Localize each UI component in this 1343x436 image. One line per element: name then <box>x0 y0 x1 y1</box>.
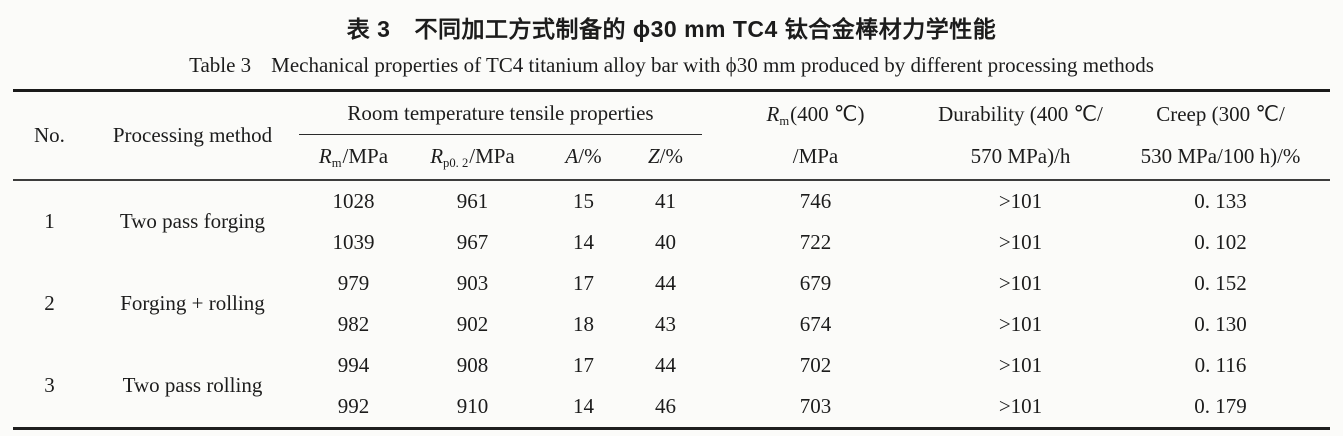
cell-rp02: 903 <box>456 270 489 295</box>
cell-rm: 979 <box>337 270 370 295</box>
col-header-reduction: Z/% <box>647 144 683 169</box>
col-header-rm: Rm/MPa <box>318 144 389 171</box>
table-body: 1 Two pass forging 1028 961 15 41 746 >1… <box>13 180 1329 429</box>
cell-a: 15 <box>572 188 594 213</box>
col-header-processing-method: Processing method <box>112 122 273 147</box>
cell-rm400: 702 <box>799 352 832 377</box>
table-header: No. Processing method Room temperature t… <box>13 90 1330 180</box>
cell-durability: >101 <box>998 270 1043 295</box>
table-caption-chinese-text: 不同加工方式制备的 ϕ30 mm TC4 钛合金棒材力学性能 <box>414 16 997 42</box>
cell-creep: 0. 152 <box>1194 270 1247 295</box>
cell-rm400: 679 <box>799 270 832 295</box>
cell-rm: 992 <box>337 393 370 418</box>
col-header-creep-line2: 530 MPa/100 h)/% <box>1140 144 1301 169</box>
col-group-header-room-temp: Room temperature tensile properties <box>299 90 702 135</box>
cell-durability: >101 <box>998 393 1043 418</box>
cell-a: 17 <box>572 352 594 377</box>
cell-processing-method: Two pass rolling <box>122 373 263 397</box>
cell-z: 44 <box>655 352 676 377</box>
table-caption-chinese: 表 3 不同加工方式制备的 ϕ30 mm TC4 钛合金棒材力学性能 <box>0 10 1343 44</box>
cell-creep: 0. 116 <box>1194 352 1247 377</box>
cell-a: 18 <box>572 311 594 336</box>
cell-z: 43 <box>655 311 676 336</box>
table-row: 992 910 14 46 703 >101 0. 179 <box>13 386 1329 429</box>
table-caption-english-text: Mechanical properties of TC4 titanium al… <box>271 53 1154 77</box>
cell-z: 46 <box>655 393 676 418</box>
mechanical-properties-table: No. Processing method Room temperature t… <box>13 89 1330 430</box>
col-header-creep-line1: Creep (300 ℃/ <box>1156 102 1285 127</box>
cell-processing-method: Forging + rolling <box>120 291 265 315</box>
col-header-rm-400c-line1: Rm(400 ℃) <box>766 102 865 129</box>
cell-a: 17 <box>572 270 594 295</box>
table-row: 3 Two pass rolling 994 908 17 44 702 >10… <box>13 345 1329 398</box>
col-header-rm-400c: Rm(400 ℃) /MPa <box>702 91 930 180</box>
cell-creep: 0. 102 <box>1194 229 1247 254</box>
cell-rm400: 722 <box>799 229 832 254</box>
cell-no: 1 <box>44 209 55 233</box>
cell-durability: >101 <box>998 311 1043 336</box>
cell-rp02: 902 <box>456 311 489 336</box>
cell-rm: 1028 <box>332 188 375 213</box>
table-row: 1039 967 14 40 722 >101 0. 102 <box>13 222 1329 263</box>
cell-rp02: 961 <box>456 188 489 213</box>
table-caption-chinese-label: 表 3 <box>346 16 391 42</box>
cell-rm400: 703 <box>799 393 832 418</box>
col-header-durability-line2: 570 MPa)/h <box>970 144 1071 169</box>
cell-rp02: 967 <box>456 229 489 254</box>
cell-rm400: 746 <box>799 188 832 213</box>
col-header-elongation: A/% <box>565 144 602 169</box>
col-header-no: No. <box>34 122 65 147</box>
cell-rm: 994 <box>337 352 370 377</box>
col-header-durability-line1: Durability (400 ℃/ <box>938 102 1103 127</box>
cell-a: 14 <box>572 229 594 254</box>
cell-z: 40 <box>655 229 676 254</box>
col-header-durability: Durability (400 ℃/ 570 MPa)/h <box>930 91 1112 180</box>
cell-creep: 0. 133 <box>1194 188 1247 213</box>
cell-no: 3 <box>44 373 55 397</box>
table-row: 2 Forging + rolling 979 903 17 44 679 >1… <box>13 263 1329 316</box>
cell-no: 2 <box>44 291 55 315</box>
table-row: 1 Two pass forging 1028 961 15 41 746 >1… <box>13 180 1329 234</box>
cell-creep: 0. 179 <box>1194 393 1247 418</box>
cell-rm: 982 <box>337 311 370 336</box>
col-header-creep: Creep (300 ℃/ 530 MPa/100 h)/% <box>1112 91 1330 180</box>
cell-rm: 1039 <box>332 229 375 254</box>
cell-durability: >101 <box>998 229 1043 254</box>
cell-processing-method: Two pass forging <box>119 209 266 233</box>
cell-a: 14 <box>572 393 594 418</box>
cell-durability: >101 <box>998 188 1043 213</box>
cell-rp02: 910 <box>456 393 489 418</box>
cell-rp02: 908 <box>456 352 489 377</box>
cell-creep: 0. 130 <box>1194 311 1247 336</box>
cell-z: 44 <box>655 270 676 295</box>
cell-z: 41 <box>655 188 676 213</box>
cell-durability: >101 <box>998 352 1043 377</box>
col-header-rp02: Rp0. 2/MPa <box>430 144 515 171</box>
table-caption-english-label: Table 3 <box>189 53 252 77</box>
table-caption-english: Table 3 Mechanical properties of TC4 tita… <box>0 53 1343 78</box>
cell-rm400: 674 <box>799 311 832 336</box>
table-row: 982 902 18 43 674 >101 0. 130 <box>13 304 1329 345</box>
col-header-rm-400c-line2: /MPa <box>792 144 839 169</box>
